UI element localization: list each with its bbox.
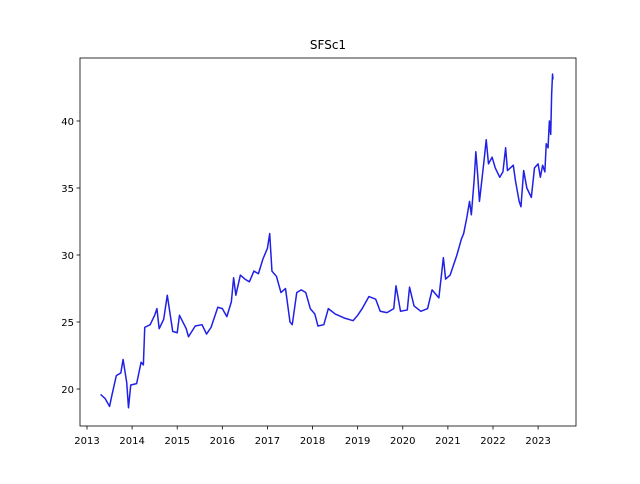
chart-title: SFSc1 [310,38,346,52]
x-tick-label: 2018 [300,436,325,447]
y-tick-label: 30 [61,251,74,262]
x-tick-label: 2017 [255,436,280,447]
plot-frame [79,57,577,427]
y-tick-label: 35 [61,184,74,195]
x-tick-label: 2021 [435,436,460,447]
x-tick-label: 2020 [390,436,415,447]
x-tick-label: 2022 [480,436,505,447]
x-tick-label: 2016 [210,436,235,447]
y-tick-label: 20 [61,385,74,396]
x-tick-label: 2023 [525,436,550,447]
x-tick-label: 2015 [164,436,189,447]
x-tick-label: 2019 [345,436,370,447]
x-tick-label: 2013 [74,436,99,447]
y-tick-label: 25 [61,318,74,329]
x-tick-label: 2014 [119,436,144,447]
data-line [100,73,554,409]
y-tick-label: 40 [61,117,74,128]
